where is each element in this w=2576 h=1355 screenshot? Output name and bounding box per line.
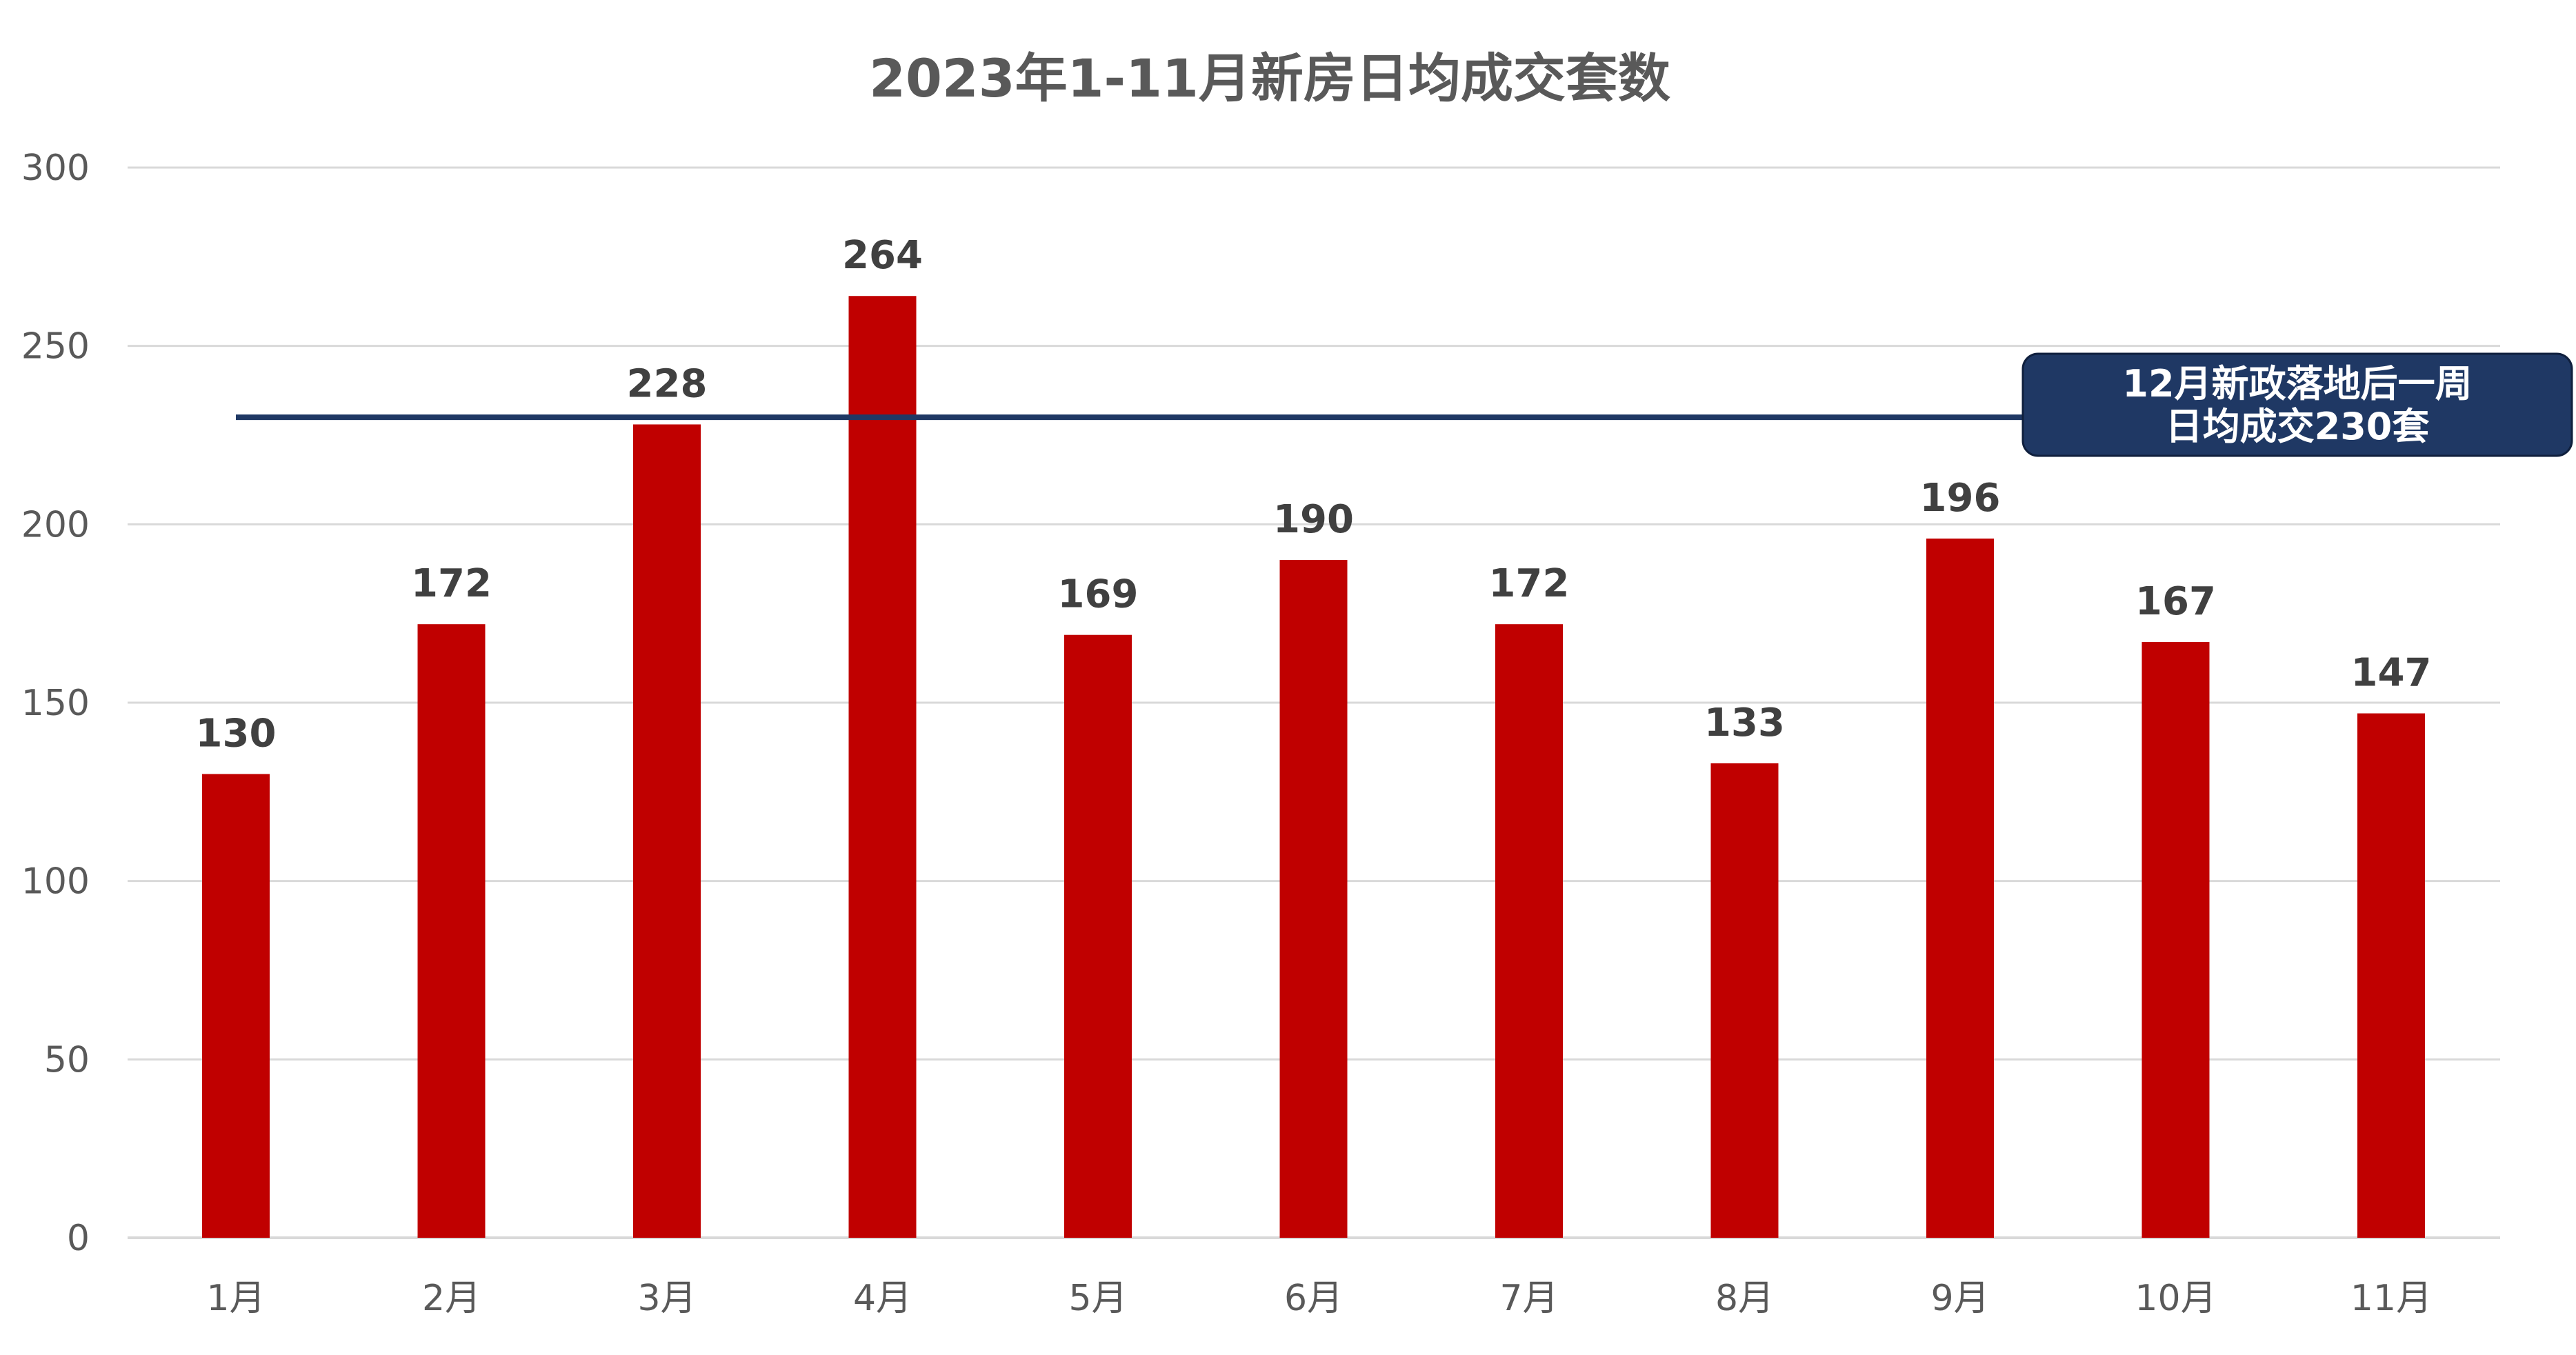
chart-title: 2023年1-11月新房日均成交套数 [869, 48, 1670, 109]
callout-text: 12月新政落地后一周 [2122, 362, 2472, 405]
bar [1926, 539, 1994, 1238]
x-tick-label: 8月 [1715, 1278, 1774, 1319]
data-labels: 130 172 228 264 169 190 172 133 196 167 147 [196, 233, 2432, 756]
bar [848, 296, 917, 1238]
callout-box [2021, 352, 2573, 457]
data-label: 169 [1058, 572, 1139, 617]
x-axis-ticks: 1月 2月 3月 4月 5月 6月 7月 8月 9月 10月 11月 [206, 1278, 2432, 1319]
bar [202, 774, 270, 1238]
y-tick-label: 300 [21, 148, 90, 189]
x-tick-label: 2月 [422, 1278, 481, 1319]
data-label: 167 [2135, 579, 2216, 624]
y-tick-label: 100 [21, 861, 90, 903]
gridlines [128, 166, 2500, 1239]
data-label: 172 [411, 561, 492, 606]
y-axis-ticks: 0 50 100 150 200 250 300 [21, 148, 90, 1259]
y-tick-label: 0 [67, 1218, 90, 1259]
x-tick-label: 11月 [2350, 1278, 2432, 1319]
data-label: 172 [1489, 561, 1570, 606]
bars [202, 296, 2425, 1238]
data-label: 133 [1704, 701, 1785, 745]
x-tick-label: 3月 [637, 1278, 696, 1319]
data-label: 264 [842, 233, 923, 278]
bar [1710, 763, 1779, 1238]
data-label: 147 [2351, 651, 2432, 696]
x-tick-label: 6月 [1284, 1278, 1343, 1319]
bar [417, 624, 486, 1238]
bar [2357, 713, 2425, 1238]
y-tick-label: 50 [44, 1039, 90, 1081]
x-tick-label: 9月 [1930, 1278, 1989, 1319]
x-tick-label: 1月 [206, 1278, 265, 1319]
bar [633, 424, 701, 1238]
bar [1064, 634, 1132, 1238]
y-tick-label: 200 [21, 504, 90, 545]
bar [1495, 624, 1563, 1238]
data-label: 130 [196, 711, 277, 756]
x-tick-label: 5月 [1068, 1278, 1127, 1319]
x-tick-label: 4月 [853, 1278, 912, 1319]
data-label: 228 [627, 361, 708, 406]
y-tick-label: 250 [21, 326, 90, 368]
x-tick-label: 10月 [2135, 1278, 2216, 1319]
bar [2141, 642, 2210, 1238]
y-tick-label: 150 [21, 683, 90, 724]
x-tick-label: 7月 [1499, 1278, 1558, 1319]
data-label: 196 [1920, 476, 2001, 521]
data-label: 190 [1273, 497, 1354, 542]
callout-text: 日均成交230套 [2166, 405, 2430, 448]
bar [1279, 560, 1348, 1238]
